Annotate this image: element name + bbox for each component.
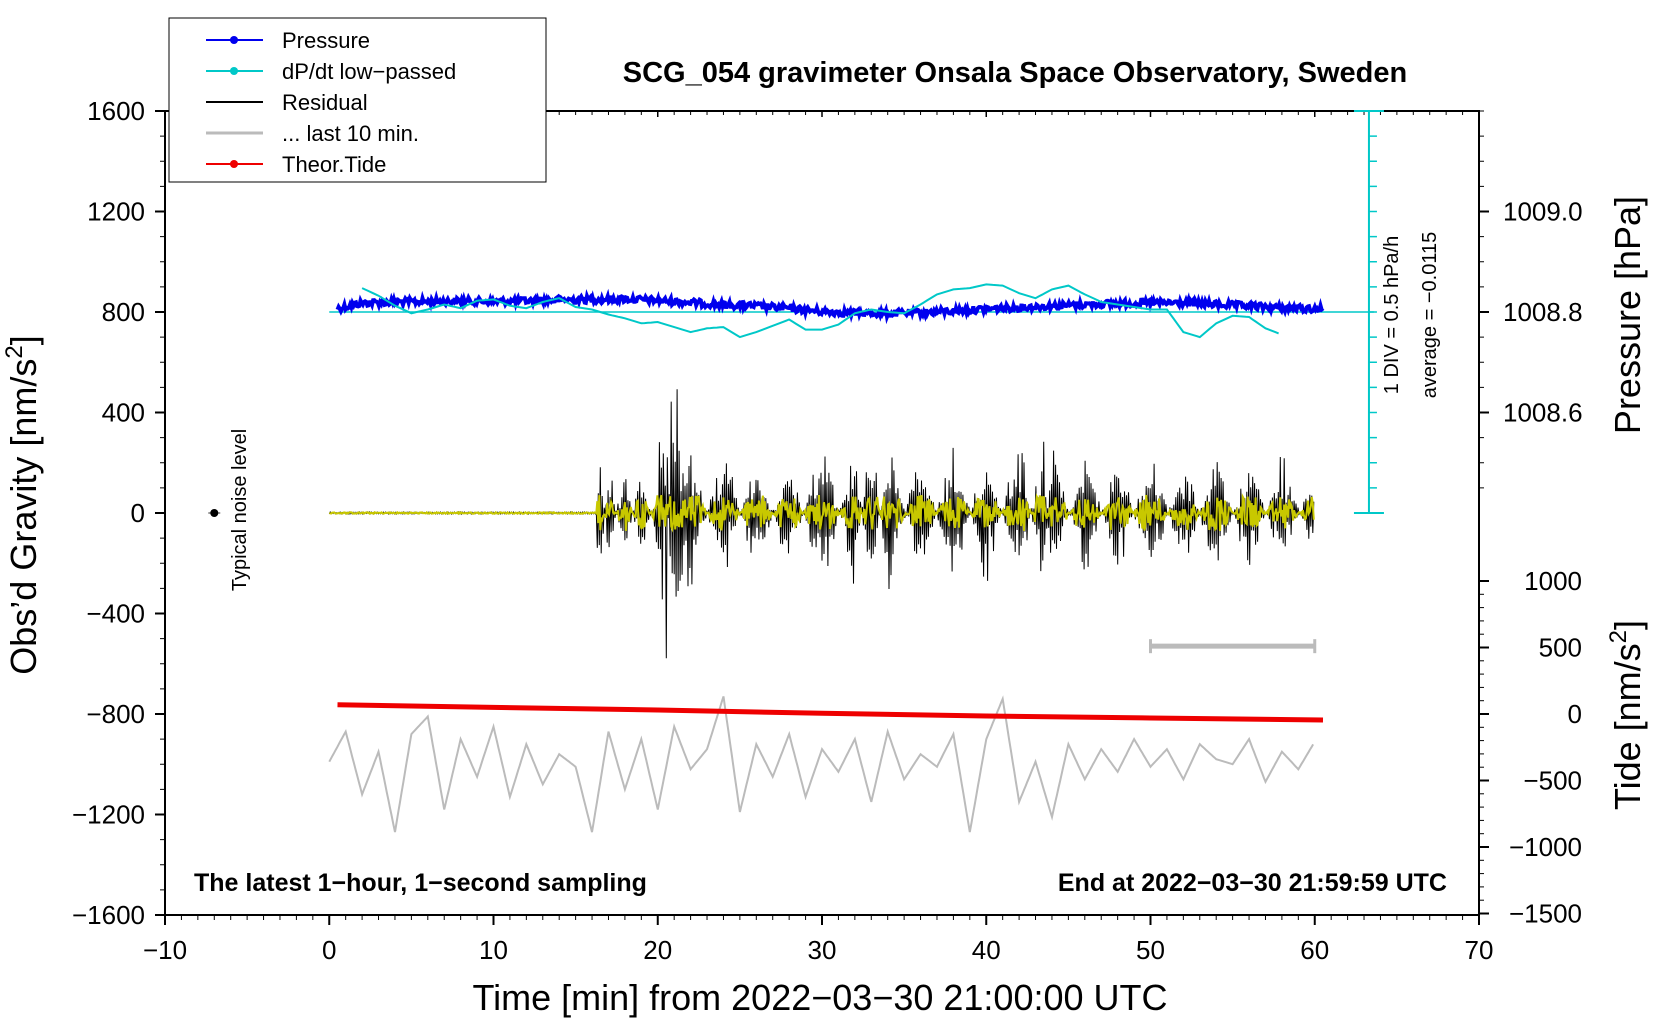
x-tick-label: 10 xyxy=(479,935,508,965)
y-tick-label: 1200 xyxy=(87,197,145,227)
legend-marker xyxy=(230,160,238,168)
legend-marker xyxy=(230,67,238,75)
tide-tick-label: −1000 xyxy=(1509,832,1582,862)
series-layer xyxy=(208,283,1374,833)
pressure-axis-title: Pressure [hPa] xyxy=(1607,196,1648,434)
y-tick-label: −1600 xyxy=(72,900,145,930)
dpdt-scale-ruler xyxy=(1353,110,1384,514)
y-axis-title-close: ] xyxy=(3,335,44,345)
scale-div-label: 1 DIV = 0.5 hPa/h xyxy=(1381,236,1403,394)
legend-label: Pressure xyxy=(282,28,370,53)
x-tick-label: 0 xyxy=(322,935,336,965)
y-tick-label: 400 xyxy=(102,398,145,428)
pressure-tick-label: 1008.6 xyxy=(1503,398,1583,428)
tide-tick-label: 0 xyxy=(1568,699,1582,729)
x-tick-label: 50 xyxy=(1136,935,1165,965)
axis-ticks: −10 0 10 20 30 40 50 60 70 1600 1200 800 400 0 −400 −80… xyxy=(72,96,1583,965)
noise-level-label: Typical noise level xyxy=(229,429,251,591)
pressure-tick-label: 1009.0 xyxy=(1503,197,1583,227)
y-tick-label: 800 xyxy=(102,297,145,327)
tide-axis-title-close: ] xyxy=(1607,620,1648,630)
series-theor-tide xyxy=(337,702,1324,723)
x-tick-label: −10 xyxy=(143,935,187,965)
legend-label: ... last 10 min. xyxy=(282,121,419,146)
y-tick-label: −400 xyxy=(86,599,145,629)
x-tick-label: 70 xyxy=(1465,935,1494,965)
y-tick-label: 0 xyxy=(131,498,145,528)
legend-label: dP/dt low−passed xyxy=(282,59,456,84)
legend-box xyxy=(168,17,547,183)
series-residual-filtered xyxy=(329,493,1315,533)
tide-tick-label: 1000 xyxy=(1524,566,1582,596)
footer-left-note: The latest 1−hour, 1−second sampling xyxy=(194,869,647,897)
legend-label: Residual xyxy=(282,90,368,115)
y-tick-label: 1600 xyxy=(87,96,145,126)
x-tick-label: 30 xyxy=(808,935,837,965)
tide-axis-title-sup: 2 xyxy=(1605,630,1632,643)
x-tick-label: 40 xyxy=(972,935,1001,965)
series-dpdt xyxy=(361,283,1279,339)
tide-tick-label: −500 xyxy=(1523,766,1582,796)
scale-average-label: average = −0.0115 xyxy=(1419,232,1441,398)
y-tick-label: −800 xyxy=(86,699,145,729)
legend-marker xyxy=(230,36,238,44)
legend: Pressure dP/dt low−passed Residual ... last… xyxy=(168,17,547,183)
tide-tick-label: 500 xyxy=(1539,633,1582,663)
x-tick-label: 20 xyxy=(643,935,672,965)
series-pressure xyxy=(335,288,1325,325)
footer-right-note: End at 2022−03−30 21:59:59 UTC xyxy=(1058,869,1447,897)
chart-title: SCG_054 gravimeter Onsala Space Observat… xyxy=(623,57,1407,89)
x-tick-label: 60 xyxy=(1300,935,1329,965)
tide-tick-label: −1500 xyxy=(1509,899,1582,929)
tide-axis-title-main: Tide [nm/s xyxy=(1607,643,1648,810)
series-last-10-min xyxy=(328,695,1314,833)
tide-axis-title: Tide [nm/s2] xyxy=(1605,620,1648,810)
y-axis-title: Obs’d Gravity [nm/s2] xyxy=(1,335,44,674)
pressure-tick-label: 1008.8 xyxy=(1503,297,1583,327)
legend-label: Theor.Tide xyxy=(282,152,386,177)
y-axis-title-sup: 2 xyxy=(1,345,28,358)
y-tick-label: −1200 xyxy=(72,800,145,830)
noise-point xyxy=(210,509,219,517)
y-axis-title-main: Obs’d Gravity [nm/s xyxy=(3,359,44,675)
x-axis-title: Time [min] from 2022−03−30 21:00:00 UTC xyxy=(472,977,1167,1018)
